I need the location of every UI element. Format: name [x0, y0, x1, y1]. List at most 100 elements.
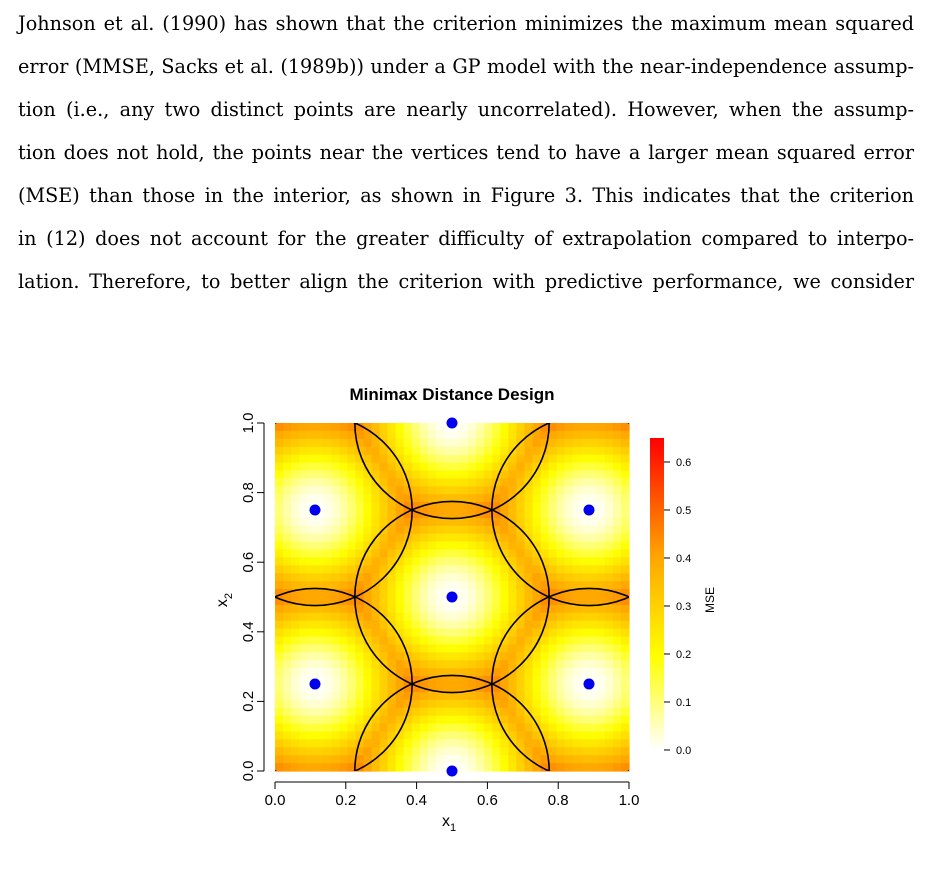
heatmap-cell: [339, 739, 349, 748]
heatmap-cell: [596, 541, 606, 551]
heatmap-cell: [564, 644, 574, 653]
heatmap-cell: [363, 676, 373, 685]
heatmap-cell: [588, 691, 598, 701]
heatmap-cell: [484, 533, 493, 543]
heatmap-cell: [484, 589, 493, 598]
heatmap-cell: [379, 541, 389, 551]
heatmap-cell: [596, 510, 606, 519]
heatmap-cell: [299, 462, 308, 472]
heatmap-cell: [588, 510, 598, 519]
heatmap-cell: [532, 486, 542, 495]
heatmap-cell: [435, 581, 445, 590]
heatmap-cell: [612, 581, 622, 590]
heatmap-cell: [331, 430, 340, 440]
heatmap-cell: [604, 541, 614, 551]
y-tick-label: 0.4: [240, 621, 257, 642]
heatmap-cell: [427, 454, 437, 464]
heatmap-cell: [572, 525, 582, 535]
heatmap-cell: [572, 644, 582, 653]
colorbar-tick-label: 0.0: [676, 745, 691, 757]
heatmap-cell: [476, 636, 485, 646]
heatmap-cell: [411, 581, 421, 590]
heatmap-cell: [620, 715, 630, 725]
heatmap-cell: [403, 715, 413, 725]
heatmap-cell: [323, 446, 332, 456]
heatmap-cell: [540, 755, 550, 764]
heatmap-cell: [355, 604, 365, 614]
heatmap-cell: [460, 620, 469, 630]
heatmap-cell: [588, 557, 598, 566]
heatmap-cell: [331, 604, 340, 614]
heatmap-cell: [596, 423, 606, 432]
heatmap-cell: [299, 438, 308, 448]
heatmap-cell: [540, 715, 550, 725]
heatmap-cell: [524, 438, 534, 448]
heatmap-cell: [291, 589, 300, 598]
heatmap-cell: [307, 763, 316, 772]
heatmap-cell: [620, 628, 630, 638]
heatmap-cell: [452, 573, 461, 582]
heatmap-cell: [363, 430, 373, 440]
heatmap-cell: [620, 462, 630, 472]
heatmap-cell: [275, 699, 284, 709]
heatmap-cell: [435, 731, 445, 740]
heatmap-cell: [524, 684, 534, 693]
heatmap-cell: [492, 565, 501, 574]
heatmap-cell: [452, 676, 461, 685]
heatmap-cell: [411, 604, 421, 614]
heatmap-cell: [548, 723, 558, 733]
heatmap-cell: [299, 636, 308, 646]
heatmap-cell: [371, 502, 381, 511]
heatmap-cell: [500, 707, 509, 717]
heatmap-cell: [355, 589, 365, 598]
heatmap-cell: [419, 652, 429, 661]
heatmap-cell: [307, 430, 316, 440]
heatmap-cell: [419, 723, 429, 733]
heatmap-cell: [524, 549, 534, 559]
heatmap-cell: [363, 438, 373, 448]
heatmap-cell: [387, 589, 397, 598]
heatmap-cell: [419, 486, 429, 495]
heatmap-cell: [315, 525, 324, 535]
design-point: [446, 591, 458, 603]
heatmap-cell: [339, 723, 349, 733]
heatmap-cell: [572, 668, 582, 677]
heatmap-cell: [387, 502, 397, 511]
heatmap-cell: [516, 565, 526, 574]
heatmap-cell: [516, 517, 526, 527]
heatmap-cell: [307, 525, 316, 535]
heatmap-cell: [572, 755, 582, 764]
heatmap-cell: [508, 731, 517, 740]
heatmap-cell: [468, 549, 477, 559]
heatmap-cell: [484, 747, 493, 756]
heatmap-cell: [331, 438, 340, 448]
heatmap-cell: [524, 691, 534, 701]
heatmap-cell: [516, 541, 526, 551]
heatmap-cell: [564, 684, 574, 693]
heatmap-cell: [299, 715, 308, 725]
heatmap-cell: [331, 755, 340, 764]
heatmap-cell: [371, 525, 381, 535]
heatmap-cell: [323, 517, 332, 527]
heatmap-cell: [299, 699, 308, 709]
heatmap-cell: [604, 731, 614, 740]
heatmap-cell: [572, 604, 582, 614]
heatmap-cell: [323, 423, 332, 432]
heatmap-cell: [395, 470, 405, 479]
heatmap-cell: [315, 604, 324, 614]
heatmap-cell: [596, 502, 606, 511]
heatmap-cell: [516, 597, 526, 606]
heatmap-cell: [299, 494, 308, 503]
heatmap-cell: [516, 652, 526, 661]
heatmap-cell: [516, 549, 526, 559]
heatmap-cell: [572, 478, 582, 487]
heatmap-cell: [371, 684, 381, 693]
coverage-circles: [275, 423, 629, 771]
heatmap-cell: [604, 684, 614, 693]
heatmap-cell: [484, 620, 493, 630]
heatmap-cell: [556, 430, 566, 440]
heatmap-cell: [580, 628, 590, 638]
heatmap-cell: [339, 652, 349, 661]
heatmap-cell: [387, 525, 397, 535]
heatmap-cell: [452, 494, 461, 503]
